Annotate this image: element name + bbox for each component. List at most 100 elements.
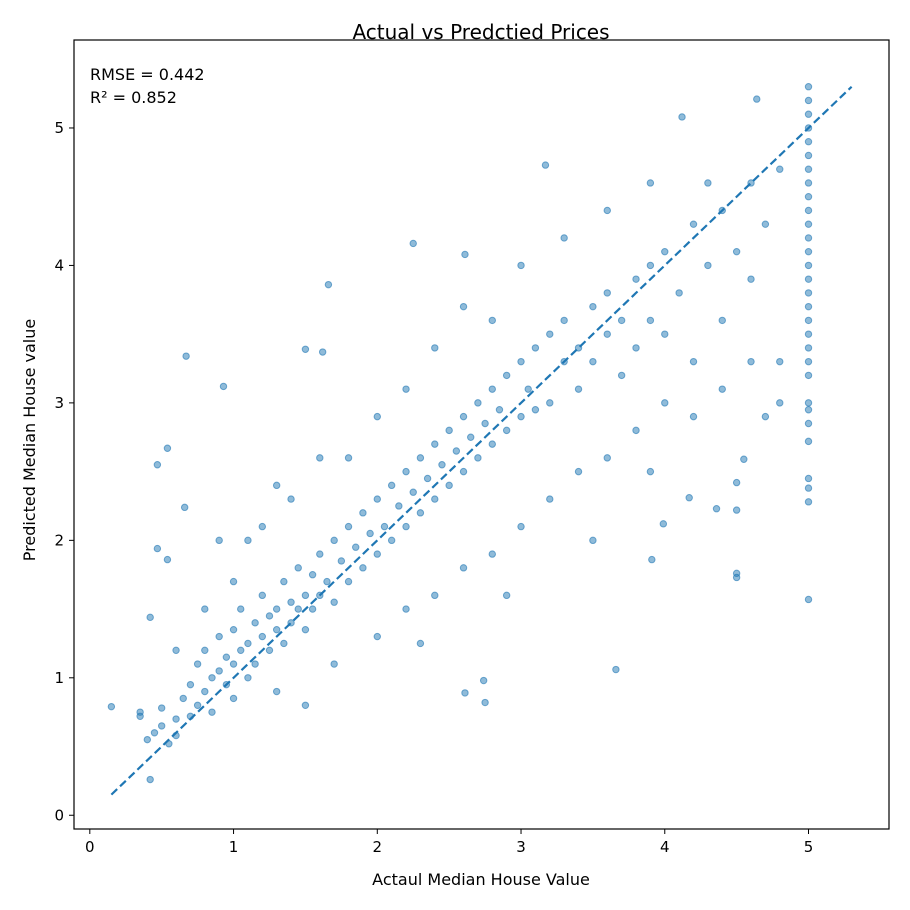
data-point	[589, 536, 597, 545]
data-point	[237, 605, 245, 613]
data-point	[804, 357, 813, 366]
data-point	[308, 605, 317, 613]
data-point	[301, 625, 310, 634]
y-tick-label: 5	[54, 119, 64, 137]
data-point	[402, 522, 410, 531]
data-point	[193, 660, 202, 668]
data-point	[804, 289, 813, 297]
data-point	[689, 412, 698, 421]
data-point	[172, 646, 180, 655]
data-point	[373, 495, 381, 503]
data-point	[459, 302, 468, 311]
data-point	[474, 454, 482, 462]
data-point	[804, 247, 813, 256]
data-point	[804, 110, 813, 118]
data-point	[244, 536, 252, 545]
data-point	[265, 612, 274, 620]
data-point	[219, 382, 228, 391]
data-point	[402, 605, 410, 613]
data-point	[732, 247, 741, 256]
data-point	[804, 330, 813, 338]
data-point	[352, 543, 360, 551]
data-point	[380, 522, 389, 531]
data-point	[804, 399, 813, 407]
data-point	[294, 605, 302, 613]
data-point	[632, 275, 640, 283]
data-point	[136, 712, 144, 720]
data-point	[251, 619, 259, 627]
data-point	[502, 426, 511, 435]
data-point	[753, 95, 761, 103]
data-point	[272, 481, 281, 490]
data-point	[560, 316, 568, 325]
data-point	[324, 280, 333, 289]
data-point	[761, 412, 770, 421]
data-point	[467, 433, 475, 441]
data-point	[612, 665, 620, 674]
data-point	[481, 419, 489, 428]
data-point	[804, 474, 813, 483]
data-point	[804, 193, 813, 201]
data-point	[409, 488, 417, 496]
data-point	[804, 371, 813, 380]
data-point	[387, 481, 396, 490]
data-point	[265, 646, 274, 655]
data-point	[359, 509, 367, 517]
data-point	[718, 385, 726, 393]
data-point	[603, 289, 611, 297]
y-axis: 0 1 2 3 4 5	[54, 119, 74, 824]
data-point	[661, 399, 669, 407]
data-point	[229, 577, 238, 586]
data-point	[294, 564, 302, 572]
rmse-annotation: RMSE = 0.442	[90, 65, 205, 84]
data-point	[344, 454, 353, 462]
data-point	[804, 437, 813, 446]
data-point	[461, 689, 469, 697]
data-point	[574, 467, 583, 476]
data-point	[761, 220, 770, 228]
data-point	[804, 261, 813, 270]
data-point	[301, 701, 310, 709]
data-point	[143, 735, 152, 744]
data-point	[804, 206, 813, 215]
x-tick-label: 4	[660, 838, 670, 856]
x-tick-label: 3	[516, 838, 526, 856]
data-point	[646, 179, 655, 187]
data-point	[215, 536, 223, 545]
data-point	[287, 598, 295, 606]
data-point	[804, 138, 813, 146]
data-point	[215, 632, 223, 641]
data-point	[603, 454, 611, 462]
data-point	[366, 529, 374, 538]
data-point	[804, 344, 813, 352]
data-point	[431, 440, 439, 448]
data-point	[517, 261, 525, 270]
data-point	[804, 484, 813, 492]
data-point	[344, 522, 353, 531]
data-point	[416, 454, 425, 462]
data-point	[180, 503, 189, 512]
data-point	[704, 179, 712, 187]
data-point	[201, 687, 209, 696]
data-point	[804, 165, 813, 173]
data-point	[337, 557, 346, 565]
data-point	[193, 701, 202, 709]
data-point	[804, 234, 813, 242]
x-tick-label: 0	[85, 838, 95, 856]
data-point	[632, 426, 640, 435]
x-tick-label: 1	[229, 838, 239, 856]
data-point	[474, 399, 482, 407]
data-point	[804, 302, 813, 311]
data-point	[776, 357, 784, 366]
data-point	[732, 478, 741, 487]
data-point	[431, 495, 439, 503]
data-point	[459, 564, 468, 572]
data-point	[157, 704, 166, 712]
data-point	[617, 371, 626, 380]
data-point	[402, 385, 410, 393]
data-point	[732, 573, 741, 582]
data-point	[416, 509, 425, 517]
data-point	[163, 444, 172, 452]
data-point	[675, 289, 683, 297]
data-point	[244, 639, 252, 648]
